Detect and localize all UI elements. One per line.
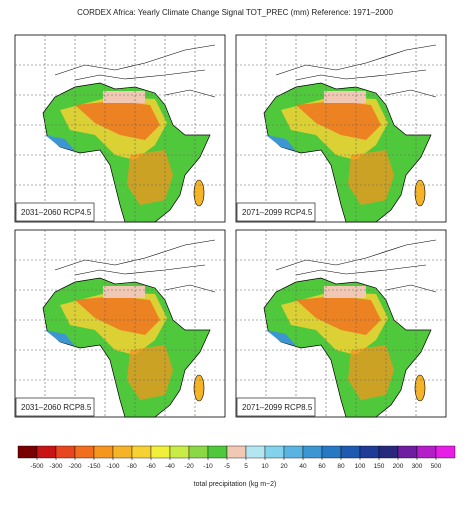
colorbar-tick-label: 5 xyxy=(244,463,248,470)
colorbar-tick-label: -150 xyxy=(87,463,100,470)
colorbar-tick-label: -200 xyxy=(68,463,81,470)
map-panel: 2071–2099 RCP4.5 xyxy=(235,34,447,223)
colorbar-swatch xyxy=(131,445,152,459)
colorbar-tick-label: 100 xyxy=(355,463,366,470)
panel-label: 2071–2099 RCP4.5 xyxy=(242,208,313,217)
colorbar-tick-label: -40 xyxy=(165,463,175,470)
colorbar-tick-label: -500 xyxy=(30,463,43,470)
colorbar-tick-label: 10 xyxy=(261,463,269,470)
colorbar-swatch xyxy=(283,445,304,459)
panel-label: 2031–2060 RCP4.5 xyxy=(21,208,92,217)
colorbar-tick-label: 80 xyxy=(337,463,345,470)
panel-label: 2071–2099 RCP8.5 xyxy=(242,403,313,412)
colorbar-tick-label: -60 xyxy=(146,463,156,470)
colorbar-swatch xyxy=(359,445,380,459)
colorbar-tick-label: -80 xyxy=(127,463,137,470)
map-panel: 2031–2060 RCP8.5 xyxy=(14,229,226,418)
colorbar-swatch xyxy=(188,445,209,459)
colorbar-swatch xyxy=(74,445,95,459)
colorbar-swatch xyxy=(17,445,38,459)
colorbar-swatch xyxy=(321,445,342,459)
colorbar-swatch xyxy=(207,445,228,459)
colorbar-swatch xyxy=(302,445,323,459)
title: CORDEX Africa: Yearly Climate Change Sig… xyxy=(77,8,393,17)
map-panel: 2071–2099 RCP8.5 xyxy=(235,229,447,418)
colorbar-tick-label: -100 xyxy=(106,463,119,470)
colorbar-swatch xyxy=(378,445,399,459)
colorbar-tick-label: 500 xyxy=(431,463,442,470)
colorbar-swatch xyxy=(245,445,266,459)
colorbar-swatch xyxy=(36,445,57,459)
colorbar-swatch xyxy=(264,445,285,459)
colorbar-label: total precipitation (kg m−2) xyxy=(194,481,277,488)
colorbar-tick-label: -20 xyxy=(184,463,194,470)
colorbar-tick-label: -300 xyxy=(49,463,62,470)
colorbar-swatch xyxy=(55,445,76,459)
colorbar-tick-label: 200 xyxy=(393,463,404,470)
colorbar-swatch xyxy=(397,445,418,459)
colorbar-swatch xyxy=(169,445,190,459)
colorbar-tick-label: 20 xyxy=(280,463,288,470)
colorbar-swatch xyxy=(416,445,437,459)
colorbar-tick-label: 60 xyxy=(318,463,326,470)
colorbar-swatch xyxy=(93,445,114,459)
colorbar-tick-label: 150 xyxy=(374,463,385,470)
colorbar-swatch xyxy=(435,445,456,459)
map-panel: 2031–2060 RCP4.5 xyxy=(14,34,226,223)
colorbar-swatch xyxy=(112,445,133,459)
colorbar-swatch xyxy=(226,445,247,459)
colorbar-tick-label: -5 xyxy=(224,463,230,470)
colorbar-tick-label: 300 xyxy=(412,463,423,470)
colorbar-tick-label: -10 xyxy=(203,463,213,470)
colorbar-tick-label: 40 xyxy=(299,463,307,470)
panel-label: 2031–2060 RCP8.5 xyxy=(21,403,92,412)
colorbar-swatch xyxy=(340,445,361,459)
colorbar-swatch xyxy=(150,445,171,459)
